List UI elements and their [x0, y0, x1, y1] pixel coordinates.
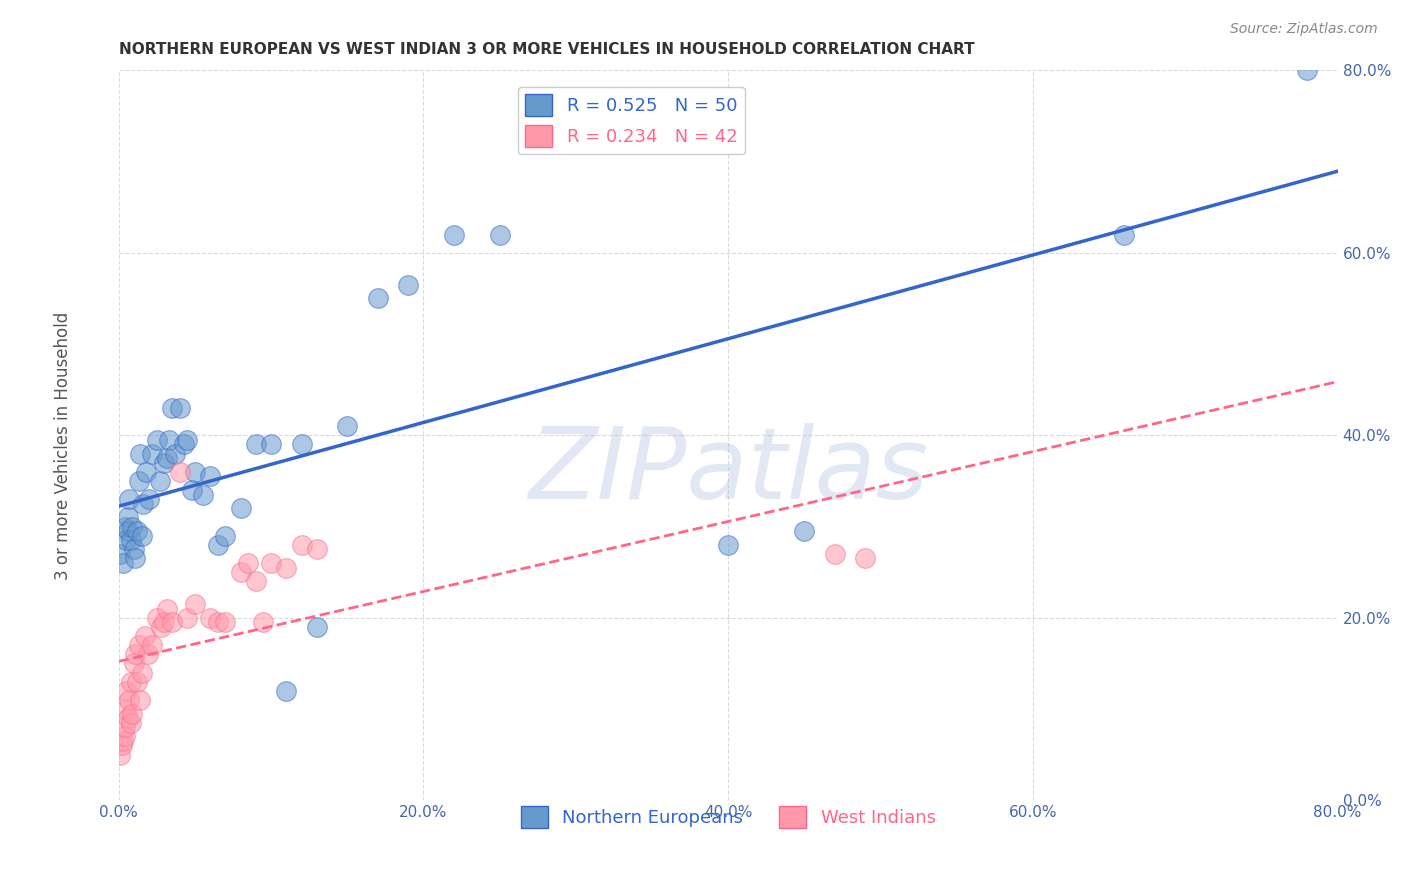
Point [169, 465, 191, 479]
Point [134, 629, 156, 643]
Point [1114, 227, 1136, 242]
Point [124, 647, 146, 661]
Point [305, 542, 328, 557]
Point [153, 456, 176, 470]
Point [169, 401, 191, 415]
Point [229, 565, 252, 579]
Point [122, 542, 145, 557]
Point [214, 615, 236, 630]
Point [717, 538, 740, 552]
Point [229, 501, 252, 516]
Point [115, 702, 138, 716]
Point [443, 227, 465, 242]
Point [129, 446, 152, 460]
Point [122, 657, 145, 671]
Point [150, 620, 173, 634]
Point [110, 747, 132, 762]
Point [252, 615, 274, 630]
Point [128, 474, 150, 488]
Point [157, 433, 180, 447]
Text: ZIPatlas: ZIPatlas [529, 424, 928, 520]
Point [117, 510, 139, 524]
Point [184, 465, 207, 479]
Point [131, 529, 153, 543]
Point [125, 524, 148, 538]
Point [245, 437, 267, 451]
Point [120, 533, 142, 548]
Point [488, 227, 510, 242]
Text: Source: ZipAtlas.com: Source: ZipAtlas.com [1230, 22, 1378, 37]
Point [160, 615, 183, 630]
Point [138, 492, 160, 507]
Point [276, 560, 298, 574]
Point [114, 730, 136, 744]
Point [853, 551, 876, 566]
Point [290, 437, 312, 451]
Point [184, 597, 207, 611]
Point [207, 538, 229, 552]
Point [260, 556, 283, 570]
Point [141, 446, 163, 460]
Point [173, 437, 195, 451]
Point [260, 437, 283, 451]
Point [132, 497, 155, 511]
Text: NORTHERN EUROPEAN VS WEST INDIAN 3 OR MORE VEHICLES IN HOUSEHOLD CORRELATION CHA: NORTHERN EUROPEAN VS WEST INDIAN 3 OR MO… [118, 42, 974, 57]
Point [305, 620, 328, 634]
Point [176, 433, 198, 447]
Point [117, 524, 139, 538]
Point [336, 419, 359, 434]
Point [198, 469, 221, 483]
Point [136, 647, 159, 661]
Point [290, 538, 312, 552]
Point [118, 492, 141, 507]
Point [129, 693, 152, 707]
Point [214, 529, 236, 543]
Point [115, 533, 138, 548]
Point [125, 674, 148, 689]
Point [135, 465, 157, 479]
Point [124, 551, 146, 566]
Point [128, 638, 150, 652]
Point [121, 706, 143, 721]
Point [141, 638, 163, 652]
Point [121, 519, 143, 533]
Point [149, 474, 172, 488]
Point [396, 277, 419, 292]
Point [176, 611, 198, 625]
Point [198, 611, 221, 625]
Point [120, 715, 142, 730]
Point [110, 547, 132, 561]
Point [111, 739, 134, 753]
Point [117, 711, 139, 725]
Point [160, 401, 183, 415]
Point [114, 519, 136, 533]
Point [115, 683, 138, 698]
Point [146, 433, 169, 447]
Point [207, 615, 229, 630]
Point [146, 611, 169, 625]
Text: 3 or more Vehicles in Household: 3 or more Vehicles in Household [55, 312, 72, 580]
Point [238, 556, 260, 570]
Point [793, 524, 815, 538]
Point [165, 446, 187, 460]
Point [131, 665, 153, 680]
Point [191, 488, 214, 502]
Point [156, 451, 179, 466]
Point [824, 547, 846, 561]
Point [114, 720, 136, 734]
Point [112, 556, 135, 570]
Point [120, 674, 142, 689]
Legend: Northern Europeans, West Indians: Northern Europeans, West Indians [513, 798, 943, 835]
Point [153, 615, 176, 630]
Point [367, 292, 389, 306]
Point [245, 574, 267, 589]
Point [112, 734, 135, 748]
Point [156, 601, 179, 615]
Point [118, 693, 141, 707]
Point [180, 483, 202, 497]
Point [1296, 63, 1319, 78]
Point [276, 683, 298, 698]
